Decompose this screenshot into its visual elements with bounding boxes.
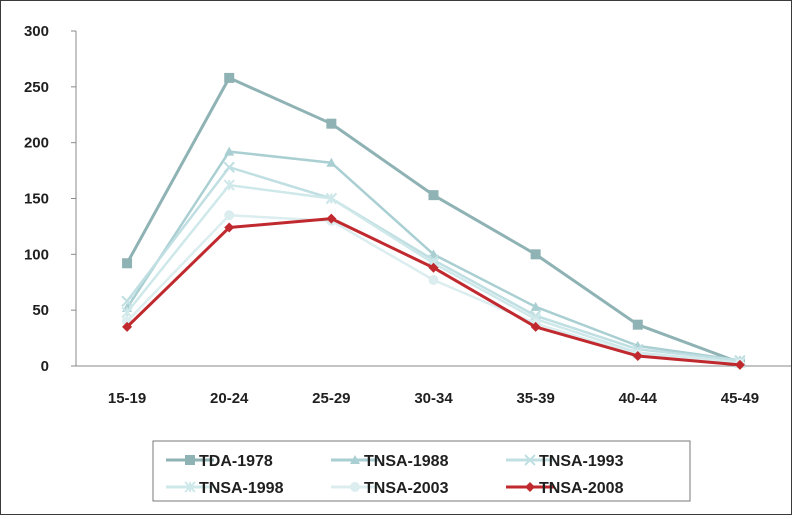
series-tnsa-1988 <box>122 146 745 365</box>
data-point <box>325 192 338 205</box>
data-point <box>734 359 745 370</box>
data-point <box>122 258 133 269</box>
data-point <box>224 146 235 156</box>
legend-swatch-marker <box>185 455 195 465</box>
legend: TDA-1978 TNSA-1988 TNSA-1993 TNSA-1998 TNSA-… <box>152 440 691 502</box>
data-point <box>428 262 439 273</box>
legend-swatch-marker <box>350 455 360 464</box>
data-point <box>632 319 643 330</box>
series-line <box>125 76 741 365</box>
legend-label: TDA-1978 <box>199 453 273 470</box>
legend-item: TNSA-2008 <box>506 480 624 497</box>
legend-item: TNSA-1998 <box>166 480 284 497</box>
legend-item: TNSA-2003 <box>331 480 449 497</box>
legend-label: TNSA-2003 <box>364 480 449 497</box>
series-tnsa-1998 <box>121 179 746 369</box>
legend-item: TNSA-1993 <box>506 453 624 470</box>
series-tda-1978 <box>122 72 745 368</box>
data-point <box>326 157 337 167</box>
legend-label: TNSA-1988 <box>364 453 449 470</box>
data-point <box>223 179 235 191</box>
data-point <box>121 306 133 319</box>
data-point <box>224 222 235 233</box>
legend-label: TNSA-1993 <box>539 453 624 470</box>
data-point <box>326 213 337 224</box>
y-tick-label: 50 <box>32 302 49 319</box>
x-tick-label: 35-39 <box>516 390 554 407</box>
data-point <box>223 161 235 173</box>
data-point <box>428 190 439 201</box>
legend-item: TNSA-1988 <box>331 453 449 470</box>
x-tick-label: 20-24 <box>210 390 249 407</box>
y-tick-label: 250 <box>24 79 49 96</box>
data-point <box>224 210 235 221</box>
axes: 0 50 100 150 200 250 300 15-19 20-24 25-29 30-34 35… <box>24 23 791 407</box>
y-tick-label: 100 <box>24 246 49 263</box>
data-point <box>530 249 541 260</box>
legend-label: TNSA-2008 <box>539 480 624 497</box>
data-point <box>632 350 643 361</box>
x-tick-label: 25-29 <box>312 390 350 407</box>
data-point <box>428 275 439 286</box>
data-point <box>121 295 133 307</box>
data-point <box>530 301 541 311</box>
data-point <box>326 118 337 129</box>
y-tick-label: 300 <box>24 23 49 40</box>
series-tnsa-2008 <box>122 213 745 370</box>
legend-swatch-marker <box>525 482 535 492</box>
data-point <box>224 72 235 83</box>
data-point <box>122 321 133 332</box>
y-tick-label: 0 <box>41 358 49 375</box>
series-lines <box>121 72 746 370</box>
x-tick-label: 40-44 <box>619 390 658 407</box>
series-tnsa-2003 <box>122 210 745 369</box>
x-tick-label: 30-34 <box>414 390 453 407</box>
x-tick-label: 45-49 <box>721 390 759 407</box>
legend-swatch-marker <box>524 454 536 466</box>
legend-swatch-marker <box>184 481 196 493</box>
legend-item: TDA-1978 <box>166 453 273 470</box>
y-tick-label: 150 <box>24 191 49 208</box>
x-tick-label: 15-19 <box>108 390 146 407</box>
series-line <box>126 183 741 364</box>
legend-swatch-marker <box>350 482 360 492</box>
data-point <box>530 321 541 332</box>
series-line <box>126 217 741 367</box>
y-tick-label: 200 <box>24 135 49 152</box>
legend-box <box>152 440 691 502</box>
legend-label: TNSA-1998 <box>199 480 284 497</box>
